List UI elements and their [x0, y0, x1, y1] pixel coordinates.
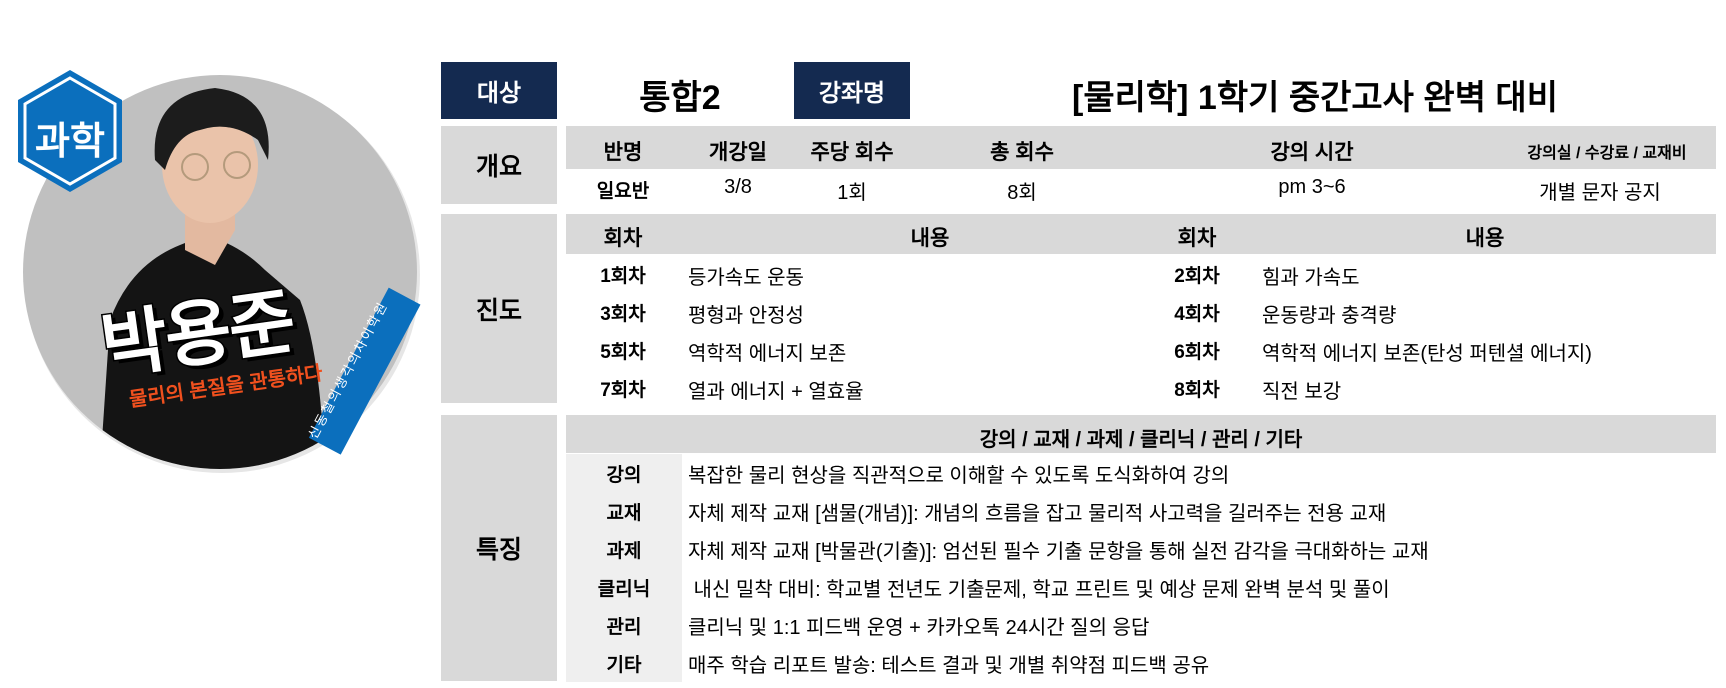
- overview-label: 개요: [441, 126, 557, 204]
- course-label: 강좌명: [794, 62, 910, 119]
- progress-content: 역학적 에너지 보존: [688, 343, 847, 365]
- progress-content: 등가속도 운동: [688, 267, 804, 289]
- progress-content: 역학적 에너지 보존(탄성 퍼텐셜 에너지): [1262, 343, 1592, 365]
- feature-value: 내신 밀착 대비: 학교별 전년도 기출문제, 학교 프린트 및 예상 문제 완…: [688, 578, 1390, 601]
- overview-val-total: 8회: [1007, 182, 1037, 204]
- target-label: 대상: [441, 62, 557, 119]
- feature-row-homework: 과제 자체 제작 교재 [박물관(기출)]: 엄선된 필수 기출 문항을 통해 실…: [566, 530, 1716, 568]
- feature-value: 자체 제작 교재 [샘물(개념)]: 개념의 흐름을 잡고 물리적 사고력을 길…: [688, 502, 1387, 525]
- progress-content: 평형과 안정성: [688, 305, 804, 327]
- progress-session: 1회차: [600, 266, 646, 287]
- overview-val-room-fee: 개별 문자 공지: [1539, 182, 1661, 204]
- progress-label: 진도: [441, 214, 557, 403]
- overview-val-start: 3/8: [724, 176, 752, 198]
- teacher-profile: 과학 박용준 물리의 본질을 관통하다 신동철의생각의차이학원: [0, 50, 440, 490]
- progress-content: 힘과 가속도: [1262, 267, 1360, 289]
- course-title: [물리학] 1학기 중간고사 완벽 대비: [1072, 79, 1558, 117]
- progress-session: 6회차: [1174, 342, 1220, 363]
- overview-col-total: 총 회수: [990, 141, 1054, 164]
- progress-content: 열과 에너지 + 열효율: [688, 381, 864, 403]
- progress-session: 3회차: [600, 304, 646, 325]
- overview-col-time: 강의 시간: [1270, 141, 1354, 164]
- feature-row-etc: 기타 매주 학습 리포트 발송: 테스트 결과 및 개별 취약점 피드백 공유: [566, 644, 1716, 682]
- overview-val-weekly: 1회: [837, 182, 867, 204]
- feature-key: 관리: [566, 606, 682, 644]
- teacher-photo: [18, 70, 421, 473]
- overview-col-weekly: 주당 회수: [810, 141, 894, 164]
- progress-col-session-left: 회차: [603, 227, 643, 250]
- target-value: 통합2: [639, 79, 721, 117]
- feature-value: 매주 학습 리포트 발송: 테스트 결과 및 개별 취약점 피드백 공유: [688, 654, 1210, 677]
- features-header: 강의 / 교재 / 과제 / 클리닉 / 관리 / 기타: [979, 429, 1303, 451]
- progress-session: 8회차: [1174, 380, 1220, 401]
- features-label: 특징: [441, 415, 557, 681]
- overview-val-class: 일요반: [596, 181, 650, 202]
- progress-content: 직전 보강: [1262, 381, 1342, 403]
- overview-header-band: [566, 126, 1716, 169]
- progress-session: 7회차: [600, 380, 646, 401]
- feature-value: 클리닉 및 1:1 피드백 운영 + 카카오톡 24시간 질의 응답: [688, 616, 1150, 639]
- feature-key: 강의: [566, 454, 682, 492]
- feature-key: 기타: [566, 644, 682, 682]
- feature-key: 과제: [566, 530, 682, 568]
- feature-row-management: 관리 클리닉 및 1:1 피드백 운영 + 카카오톡 24시간 질의 응답: [566, 606, 1716, 644]
- progress-content: 운동량과 충격량: [1262, 305, 1397, 327]
- overview-col-class: 반명: [603, 141, 643, 164]
- subject-badge: 과학: [35, 121, 105, 163]
- overview-val-time: pm 3~6: [1278, 176, 1346, 198]
- feature-row-lecture: 강의 복잡한 물리 현상을 직관적으로 이해할 수 있도록 도식화하여 강의: [566, 454, 1716, 492]
- overview-col-start: 개강일: [709, 141, 767, 164]
- progress-session: 5회차: [600, 342, 646, 363]
- feature-key: 클리닉: [566, 568, 682, 606]
- features-header-band: [566, 415, 1716, 453]
- feature-key: 교재: [566, 492, 682, 530]
- feature-value: 자체 제작 교재 [박물관(기출)]: 엄선된 필수 기출 문항을 통해 실전 …: [688, 540, 1429, 563]
- feature-row-clinic: 클리닉 내신 밀착 대비: 학교별 전년도 기출문제, 학교 프린트 및 예상 …: [566, 568, 1716, 606]
- progress-col-content-left: 내용: [910, 227, 950, 250]
- progress-session: 4회차: [1174, 304, 1220, 325]
- progress-col-session-right: 회차: [1177, 227, 1217, 250]
- feature-value: 복잡한 물리 현상을 직관적으로 이해할 수 있도록 도식화하여 강의: [688, 464, 1230, 487]
- progress-session: 2회차: [1174, 266, 1220, 287]
- overview-col-room-fee: 강의실 / 수강료 / 교재비: [1527, 145, 1687, 162]
- progress-header-band: [566, 214, 1716, 254]
- progress-col-content-right: 내용: [1465, 227, 1505, 250]
- feature-row-textbook: 교재 자체 제작 교재 [샘물(개념)]: 개념의 흐름을 잡고 물리적 사고력을…: [566, 492, 1716, 530]
